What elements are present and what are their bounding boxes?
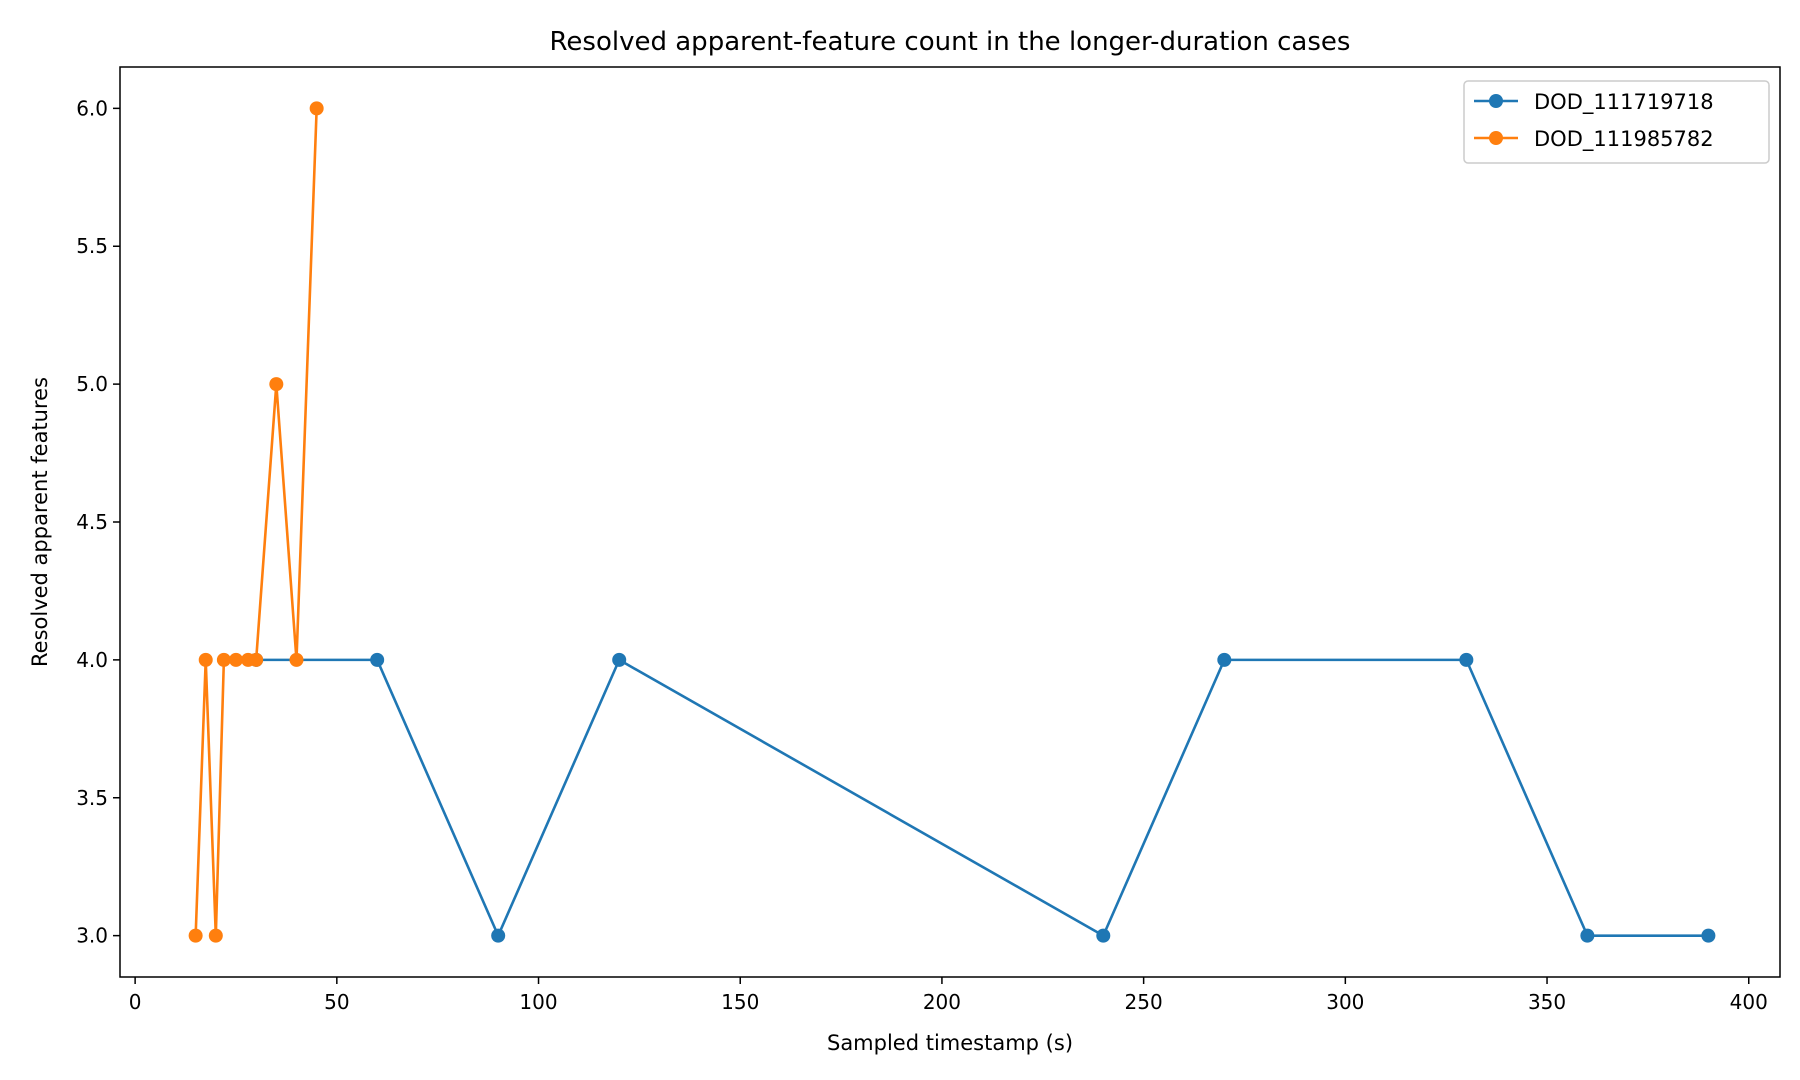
x-tick-label: 300 <box>1326 990 1364 1014</box>
legend-label: DOD_111719718 <box>1534 90 1714 115</box>
x-tick-label: 100 <box>519 990 557 1014</box>
data-point <box>289 652 304 667</box>
data-point <box>1701 928 1716 943</box>
data-point <box>269 377 284 392</box>
chart-title: Resolved apparent-feature count in the l… <box>550 27 1351 57</box>
data-point <box>216 652 231 667</box>
legend-swatch-marker <box>1489 94 1503 108</box>
x-tick-label: 400 <box>1730 990 1768 1014</box>
y-axis-label: Resolved apparent features <box>28 377 52 667</box>
legend-box <box>1463 80 1770 164</box>
data-point <box>198 652 213 667</box>
series-layer <box>188 101 1716 943</box>
x-tick-label: 50 <box>324 990 349 1014</box>
legend-swatch-marker <box>1489 131 1503 145</box>
x-tick-label: 0 <box>129 990 142 1014</box>
x-tick-label: 150 <box>721 990 759 1014</box>
y-tick-label: 4.5 <box>76 510 108 534</box>
data-point <box>1459 652 1474 667</box>
plot-area <box>119 66 1781 978</box>
series-DOD_111985782 <box>188 101 324 943</box>
data-point <box>1580 928 1595 943</box>
legend-label: DOD_111985782 <box>1534 127 1714 152</box>
legend-item: DOD_111719718 <box>1474 90 1714 115</box>
y-tick-label: 4.0 <box>76 648 108 672</box>
data-point <box>208 928 223 943</box>
y-axis: 3.0 3.5 4.0 4.5 5.0 5.5 6.0 <box>76 96 120 948</box>
y-tick-label: 5.5 <box>76 234 108 258</box>
y-tick-label: 6.0 <box>76 96 108 120</box>
data-point <box>1096 928 1111 943</box>
data-point <box>370 652 385 667</box>
y-tick-label: 5.0 <box>76 372 108 396</box>
x-axis-label: Sampled timestamp (s) <box>827 1031 1073 1055</box>
x-tick-label: 250 <box>1125 990 1163 1014</box>
data-point <box>188 928 203 943</box>
data-point <box>309 101 324 116</box>
y-tick-label: 3.0 <box>76 924 108 948</box>
legend: DOD_111719718 DOD_111985782 <box>1463 80 1770 164</box>
y-tick-label: 3.5 <box>76 786 108 810</box>
x-tick-label: 350 <box>1528 990 1566 1014</box>
data-point <box>1217 652 1232 667</box>
x-tick-label: 200 <box>923 990 961 1014</box>
data-point <box>249 652 264 667</box>
data-point <box>612 652 627 667</box>
legend-item: DOD_111985782 <box>1474 127 1714 152</box>
data-point <box>491 928 506 943</box>
x-axis: 0 50 100 150 200 250 300 350 400 <box>129 977 1768 1014</box>
data-point <box>228 652 243 667</box>
